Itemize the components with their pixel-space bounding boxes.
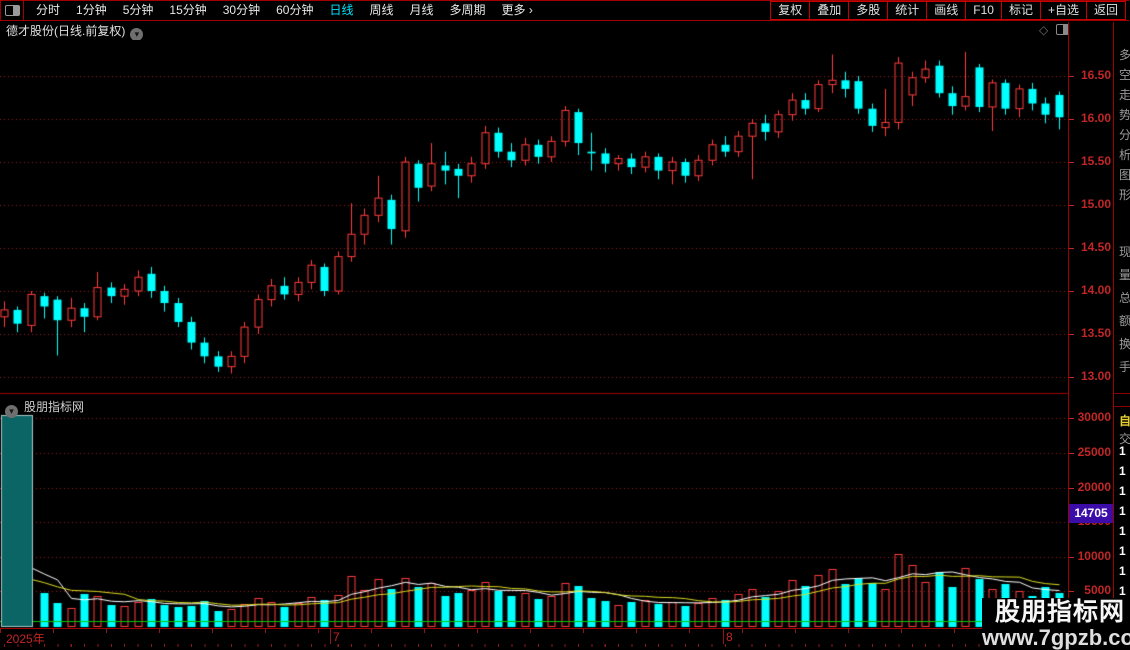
axis-label: 5000 <box>1084 583 1111 597</box>
axis-label: 14.00 <box>1080 283 1111 297</box>
axis-tick <box>1069 248 1074 249</box>
side-panel-item[interactable]: 1 <box>1119 524 1126 538</box>
axis-tick <box>1069 591 1074 592</box>
period-tabs: 分时 1分钟 5分钟 15分钟 30分钟 60分钟 日线 周线 月线 多周期 更多 › <box>28 1 541 20</box>
side-panel-item[interactable]: 手 <box>1119 360 1130 374</box>
period-tab-5分钟[interactable]: 5分钟 <box>122 3 154 17</box>
toolbar-buttons: 复权 叠加 多股 统计 画线 F10 标记 +自选 返回 <box>770 1 1126 20</box>
layout-split-icon[interactable] <box>5 5 20 16</box>
axis-tick <box>1069 334 1074 335</box>
axis-label: 16.00 <box>1080 111 1111 125</box>
side-panel-item[interactable]: 图 <box>1119 168 1130 182</box>
indicator-name: 股朋指标网 <box>24 400 85 414</box>
axis-tick <box>1069 377 1074 378</box>
period-tab-更多 ›[interactable]: 更多 › <box>501 3 533 17</box>
axis-label: 30000 <box>1077 410 1111 424</box>
side-panel-item[interactable]: 1 <box>1119 504 1126 518</box>
axis-label: 13.00 <box>1080 369 1111 383</box>
axis-label: 10000 <box>1077 549 1111 563</box>
period-tab-分时[interactable]: 分时 <box>36 3 61 17</box>
side-panel-item[interactable]: 多 <box>1119 48 1130 62</box>
toolbar-button-多股[interactable]: 多股 <box>848 1 889 20</box>
axis-tick <box>1069 205 1074 206</box>
side-panel-item[interactable]: 换 <box>1119 337 1130 351</box>
toolbar-button-画线[interactable]: 画线 <box>926 1 967 20</box>
toolbar-button-统计[interactable]: 统计 <box>887 1 928 20</box>
chevron-down-icon[interactable]: ▾ <box>130 28 144 41</box>
toolbar-button-叠加[interactable]: 叠加 <box>809 1 850 20</box>
period-tab-月线[interactable]: 月线 <box>409 3 434 17</box>
side-panel-item[interactable]: 量 <box>1119 268 1130 282</box>
side-panel-item[interactable]: 1 <box>1119 564 1126 578</box>
side-panel-item[interactable]: 1 <box>1119 484 1126 498</box>
axis-tick <box>1069 119 1074 120</box>
axis-tick <box>1069 162 1074 163</box>
period-tab-60分钟[interactable]: 60分钟 <box>276 3 314 17</box>
period-tab-15分钟[interactable]: 15分钟 <box>169 3 207 17</box>
side-panel-item[interactable]: 1 <box>1119 584 1126 598</box>
side-panel-item[interactable]: 分 <box>1119 128 1130 142</box>
main-chart-canvas[interactable] <box>0 40 1068 628</box>
axis-tick <box>1069 291 1074 292</box>
side-panel-item[interactable]: 额 <box>1119 314 1130 328</box>
period-tab-周线[interactable]: 周线 <box>369 3 394 17</box>
axis-tick <box>1069 557 1074 558</box>
side-panel-item[interactable]: 交 <box>1119 432 1130 446</box>
time-axis: 2025年 7 8 <box>0 628 1130 646</box>
stock-title: 德才股份(日线.前复权) <box>6 24 126 38</box>
chevron-down-icon[interactable]: ▾ <box>5 405 18 418</box>
time-axis-label: 8 <box>726 630 733 644</box>
side-panel-item[interactable]: 1 <box>1119 464 1126 478</box>
period-tab-日线[interactable]: 日线 <box>329 3 354 17</box>
period-tab-1分钟[interactable]: 1分钟 <box>76 3 107 17</box>
month-divider <box>330 629 331 644</box>
axis-label: 25000 <box>1077 445 1111 459</box>
axis-tick <box>1069 76 1074 77</box>
side-panel-item[interactable]: 1 <box>1119 444 1126 458</box>
axis-label: 13.50 <box>1080 326 1111 340</box>
toolbar-button-+自选[interactable]: +自选 <box>1039 1 1087 20</box>
side-panel-item[interactable]: 形 <box>1119 188 1130 202</box>
period-menu-bar: 分时 1分钟 5分钟 15分钟 30分钟 60分钟 日线 周线 月线 多周期 更多 › 复权 叠加 多股… <box>0 0 1129 21</box>
side-panel-item[interactable]: 总 <box>1119 291 1130 305</box>
side-panel-item[interactable]: 走 <box>1119 88 1130 102</box>
axis-label: 20000 <box>1077 480 1111 494</box>
axis-border <box>1068 22 1069 650</box>
side-panel-item[interactable]: 空 <box>1119 68 1130 82</box>
watermark-name: 股朋指标网 <box>994 598 1125 626</box>
watermark: 股朋指标网 www.7gpzb.com <box>982 598 1130 650</box>
time-axis-label: 7 <box>333 630 340 644</box>
axis-label: 15.50 <box>1080 154 1111 168</box>
value-badge: 14705 <box>1069 504 1113 523</box>
side-panel-item[interactable]: 自 <box>1119 414 1130 428</box>
divider <box>23 1 24 20</box>
period-tab-30分钟[interactable]: 30分钟 <box>222 3 261 17</box>
toolbar-button-返回[interactable]: 返回 <box>1085 1 1126 20</box>
indicator-pane-header: ▾ 股朋指标网 <box>5 398 85 418</box>
axis-label: 16.50 <box>1080 68 1111 82</box>
toolbar-button-复权[interactable]: 复权 <box>770 1 811 20</box>
side-panel-item[interactable]: 势 <box>1119 108 1130 122</box>
toolbar-button-标记[interactable]: 标记 <box>1000 1 1041 20</box>
axis-tick <box>1069 488 1074 489</box>
watermark-url: www.7gpzb.com <box>982 625 1130 650</box>
axis-tick <box>1069 453 1074 454</box>
page-title: 德才股份(日线.前复权) ▾ <box>6 22 144 41</box>
bottom-tick-strip <box>0 644 1130 650</box>
side-panel-item[interactable]: 析 <box>1119 148 1130 162</box>
time-axis-label: 2025年 <box>6 632 45 646</box>
price-axis[interactable]: 16.50 16.00 15.50 15.00 14.50 14.00 13.50 13.00… <box>1069 40 1113 628</box>
period-tab-多周期[interactable]: 多周期 <box>449 3 486 17</box>
axis-label: 15.00 <box>1080 197 1111 211</box>
diamond-icon[interactable]: ◇ <box>1039 23 1049 37</box>
title-bar: 德才股份(日线.前复权) ▾ ◇ <box>0 20 1130 41</box>
side-panel-item[interactable]: 现 <box>1119 245 1130 259</box>
axis-tick <box>1069 418 1074 419</box>
axis-label: 14.50 <box>1080 240 1111 254</box>
side-panel-item[interactable]: 1 <box>1119 544 1126 558</box>
toolbar-button-F10[interactable]: F10 <box>965 1 1002 20</box>
month-divider <box>723 629 724 644</box>
